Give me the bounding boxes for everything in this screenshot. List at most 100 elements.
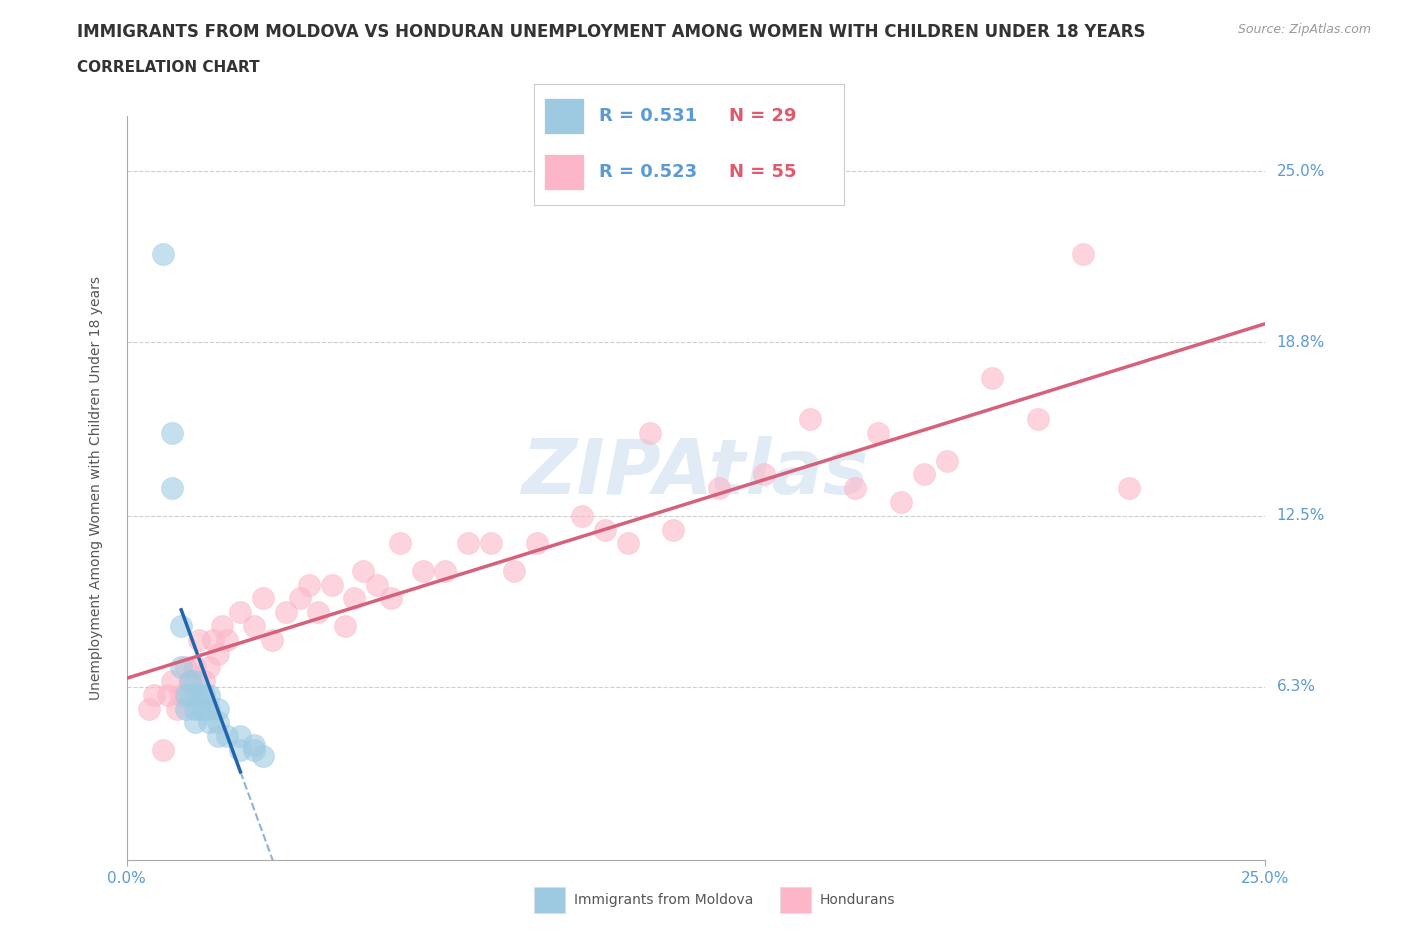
Text: N = 55: N = 55: [730, 163, 797, 181]
Point: [138, 701, 160, 716]
Text: 18.8%: 18.8%: [1277, 335, 1324, 350]
Point: [288, 591, 311, 606]
Point: [457, 536, 479, 551]
Point: [174, 701, 197, 716]
Point: [243, 742, 266, 757]
Point: [160, 673, 183, 688]
Point: [307, 604, 329, 619]
Point: [170, 618, 193, 633]
Point: [890, 495, 912, 510]
Point: [174, 660, 197, 675]
Point: [142, 687, 165, 702]
Point: [184, 687, 207, 702]
Point: [197, 701, 219, 716]
Point: [526, 536, 548, 551]
FancyBboxPatch shape: [544, 99, 583, 135]
Point: [197, 715, 219, 730]
Point: [156, 687, 179, 702]
FancyBboxPatch shape: [544, 153, 583, 190]
Point: [202, 632, 225, 647]
Point: [184, 701, 207, 716]
Text: Hondurans: Hondurans: [820, 893, 896, 908]
Text: N = 29: N = 29: [730, 107, 797, 126]
Point: [184, 660, 207, 675]
Point: [179, 673, 201, 688]
Point: [207, 701, 229, 716]
Point: [1118, 481, 1140, 496]
Point: [252, 748, 274, 763]
Point: [1071, 246, 1094, 261]
Point: [229, 742, 252, 757]
Point: [502, 564, 524, 578]
Point: [366, 578, 388, 592]
Point: [335, 618, 357, 633]
Point: [343, 591, 366, 606]
Point: [412, 564, 434, 578]
Point: [179, 687, 201, 702]
Point: [166, 701, 188, 716]
Point: [170, 660, 193, 675]
Point: [197, 687, 219, 702]
Text: 12.5%: 12.5%: [1277, 509, 1324, 524]
Point: [321, 578, 343, 592]
Point: [152, 246, 174, 261]
Point: [188, 687, 211, 702]
Point: [298, 578, 321, 592]
Text: 6.3%: 6.3%: [1277, 679, 1316, 694]
Text: R = 0.531: R = 0.531: [599, 107, 697, 126]
Point: [243, 618, 266, 633]
Point: [207, 729, 229, 744]
Point: [571, 509, 593, 524]
Point: [707, 481, 730, 496]
Point: [170, 687, 193, 702]
Text: Source: ZipAtlas.com: Source: ZipAtlas.com: [1237, 23, 1371, 36]
Text: CORRELATION CHART: CORRELATION CHART: [77, 60, 260, 75]
Point: [352, 564, 374, 578]
Point: [754, 467, 776, 482]
Point: [152, 742, 174, 757]
Point: [160, 426, 183, 441]
Point: [1026, 412, 1049, 427]
Text: IMMIGRANTS FROM MOLDOVA VS HONDURAN UNEMPLOYMENT AMONG WOMEN WITH CHILDREN UNDER: IMMIGRANTS FROM MOLDOVA VS HONDURAN UNEM…: [77, 23, 1146, 41]
Point: [616, 536, 638, 551]
Y-axis label: Unemployment Among Women with Children Under 18 years: Unemployment Among Women with Children U…: [89, 276, 103, 700]
Point: [844, 481, 866, 496]
Text: Immigrants from Moldova: Immigrants from Moldova: [574, 893, 754, 908]
Point: [434, 564, 457, 578]
Point: [188, 701, 211, 716]
Point: [981, 370, 1004, 385]
Point: [799, 412, 821, 427]
Point: [193, 673, 215, 688]
Point: [912, 467, 935, 482]
Point: [211, 618, 233, 633]
Text: R = 0.523: R = 0.523: [599, 163, 697, 181]
Point: [274, 604, 297, 619]
Point: [215, 632, 238, 647]
Point: [160, 481, 183, 496]
Point: [179, 673, 201, 688]
Point: [868, 426, 890, 441]
Point: [229, 604, 252, 619]
Point: [188, 632, 211, 647]
Point: [593, 522, 616, 537]
Point: [174, 687, 197, 702]
Point: [207, 715, 229, 730]
Point: [935, 453, 957, 468]
Point: [215, 729, 238, 744]
Point: [207, 646, 229, 661]
Point: [479, 536, 502, 551]
Point: [388, 536, 411, 551]
Point: [640, 426, 662, 441]
Text: 25.0%: 25.0%: [1277, 164, 1324, 179]
Point: [229, 729, 252, 744]
Point: [193, 687, 215, 702]
Point: [662, 522, 685, 537]
Point: [184, 673, 207, 688]
Point: [380, 591, 402, 606]
Point: [262, 632, 284, 647]
Point: [184, 715, 207, 730]
Point: [252, 591, 274, 606]
Point: [193, 701, 215, 716]
Text: ZIPAtlas: ZIPAtlas: [522, 436, 870, 511]
Point: [197, 660, 219, 675]
